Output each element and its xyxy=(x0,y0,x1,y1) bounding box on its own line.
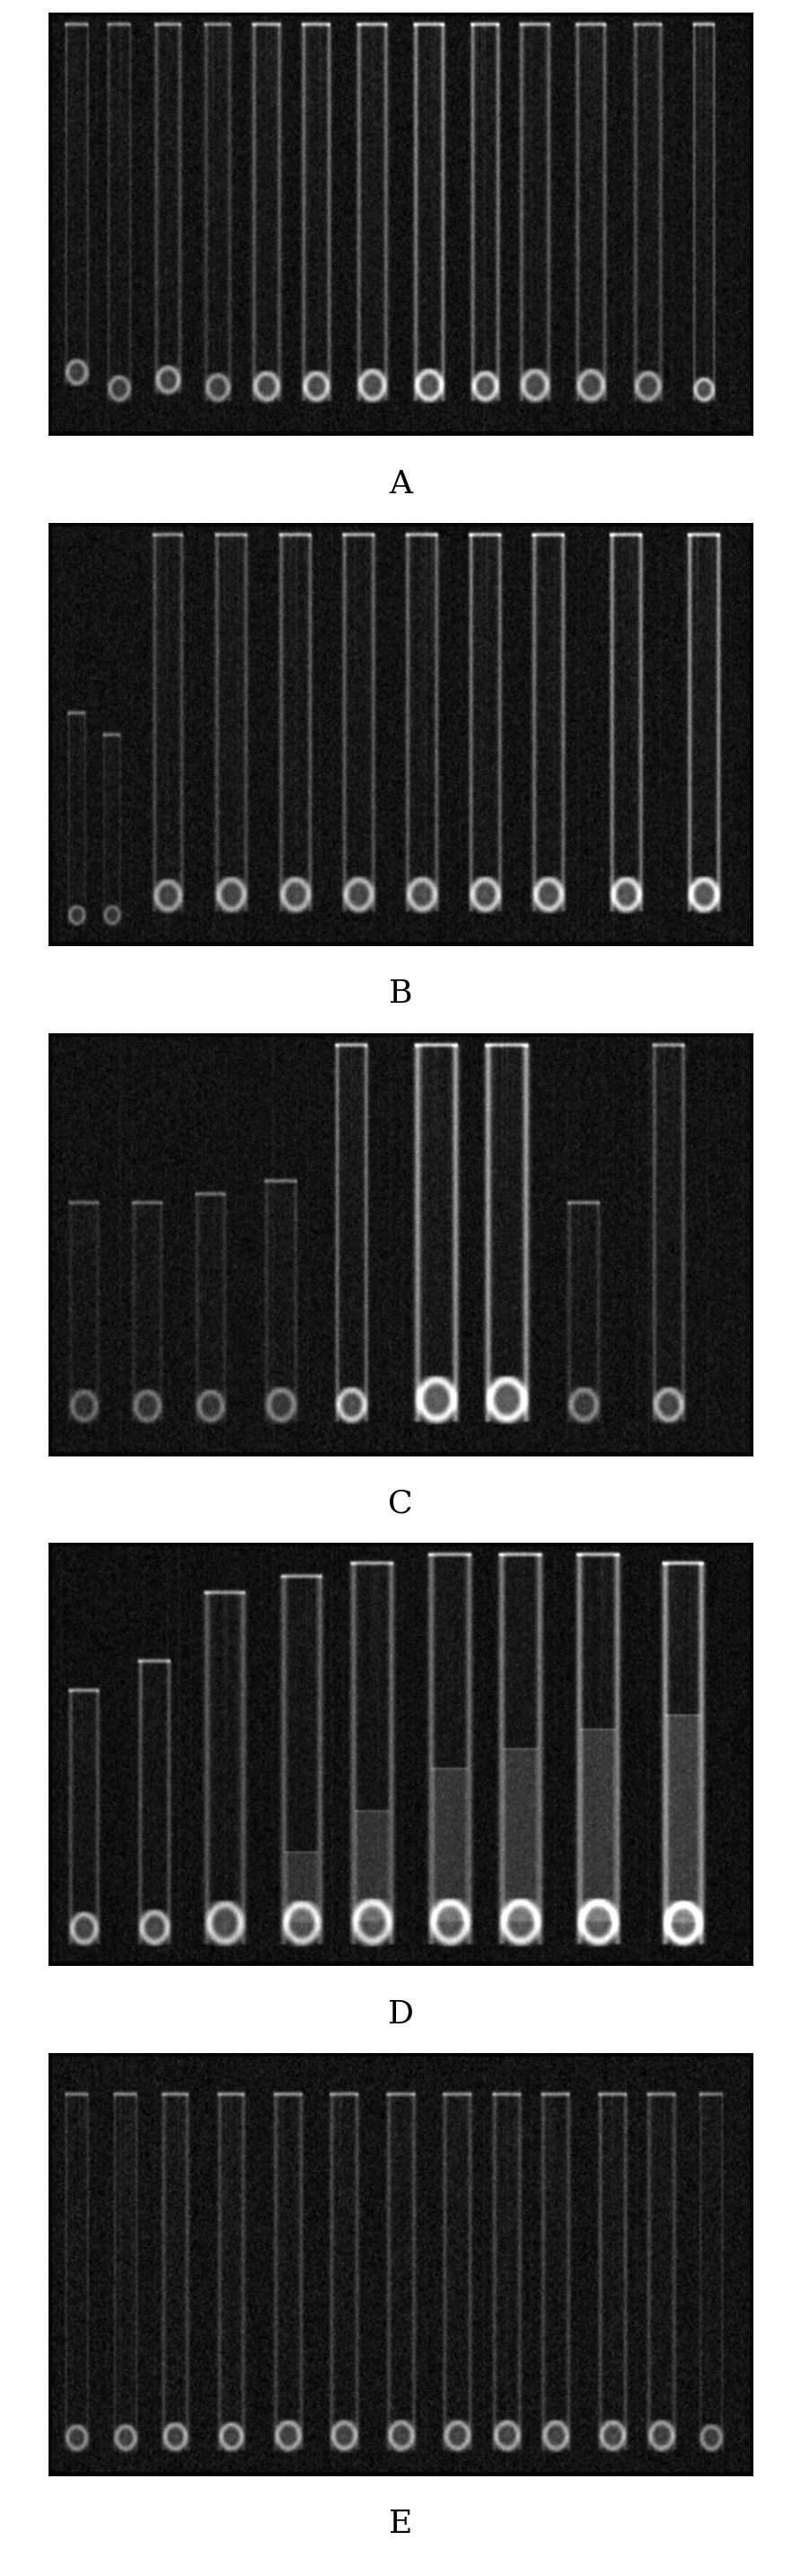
Text: C: C xyxy=(388,1489,413,1520)
Text: E: E xyxy=(388,2509,413,2540)
Text: B: B xyxy=(388,979,413,1010)
Text: D: D xyxy=(388,1999,413,2030)
Text: A: A xyxy=(388,469,413,500)
